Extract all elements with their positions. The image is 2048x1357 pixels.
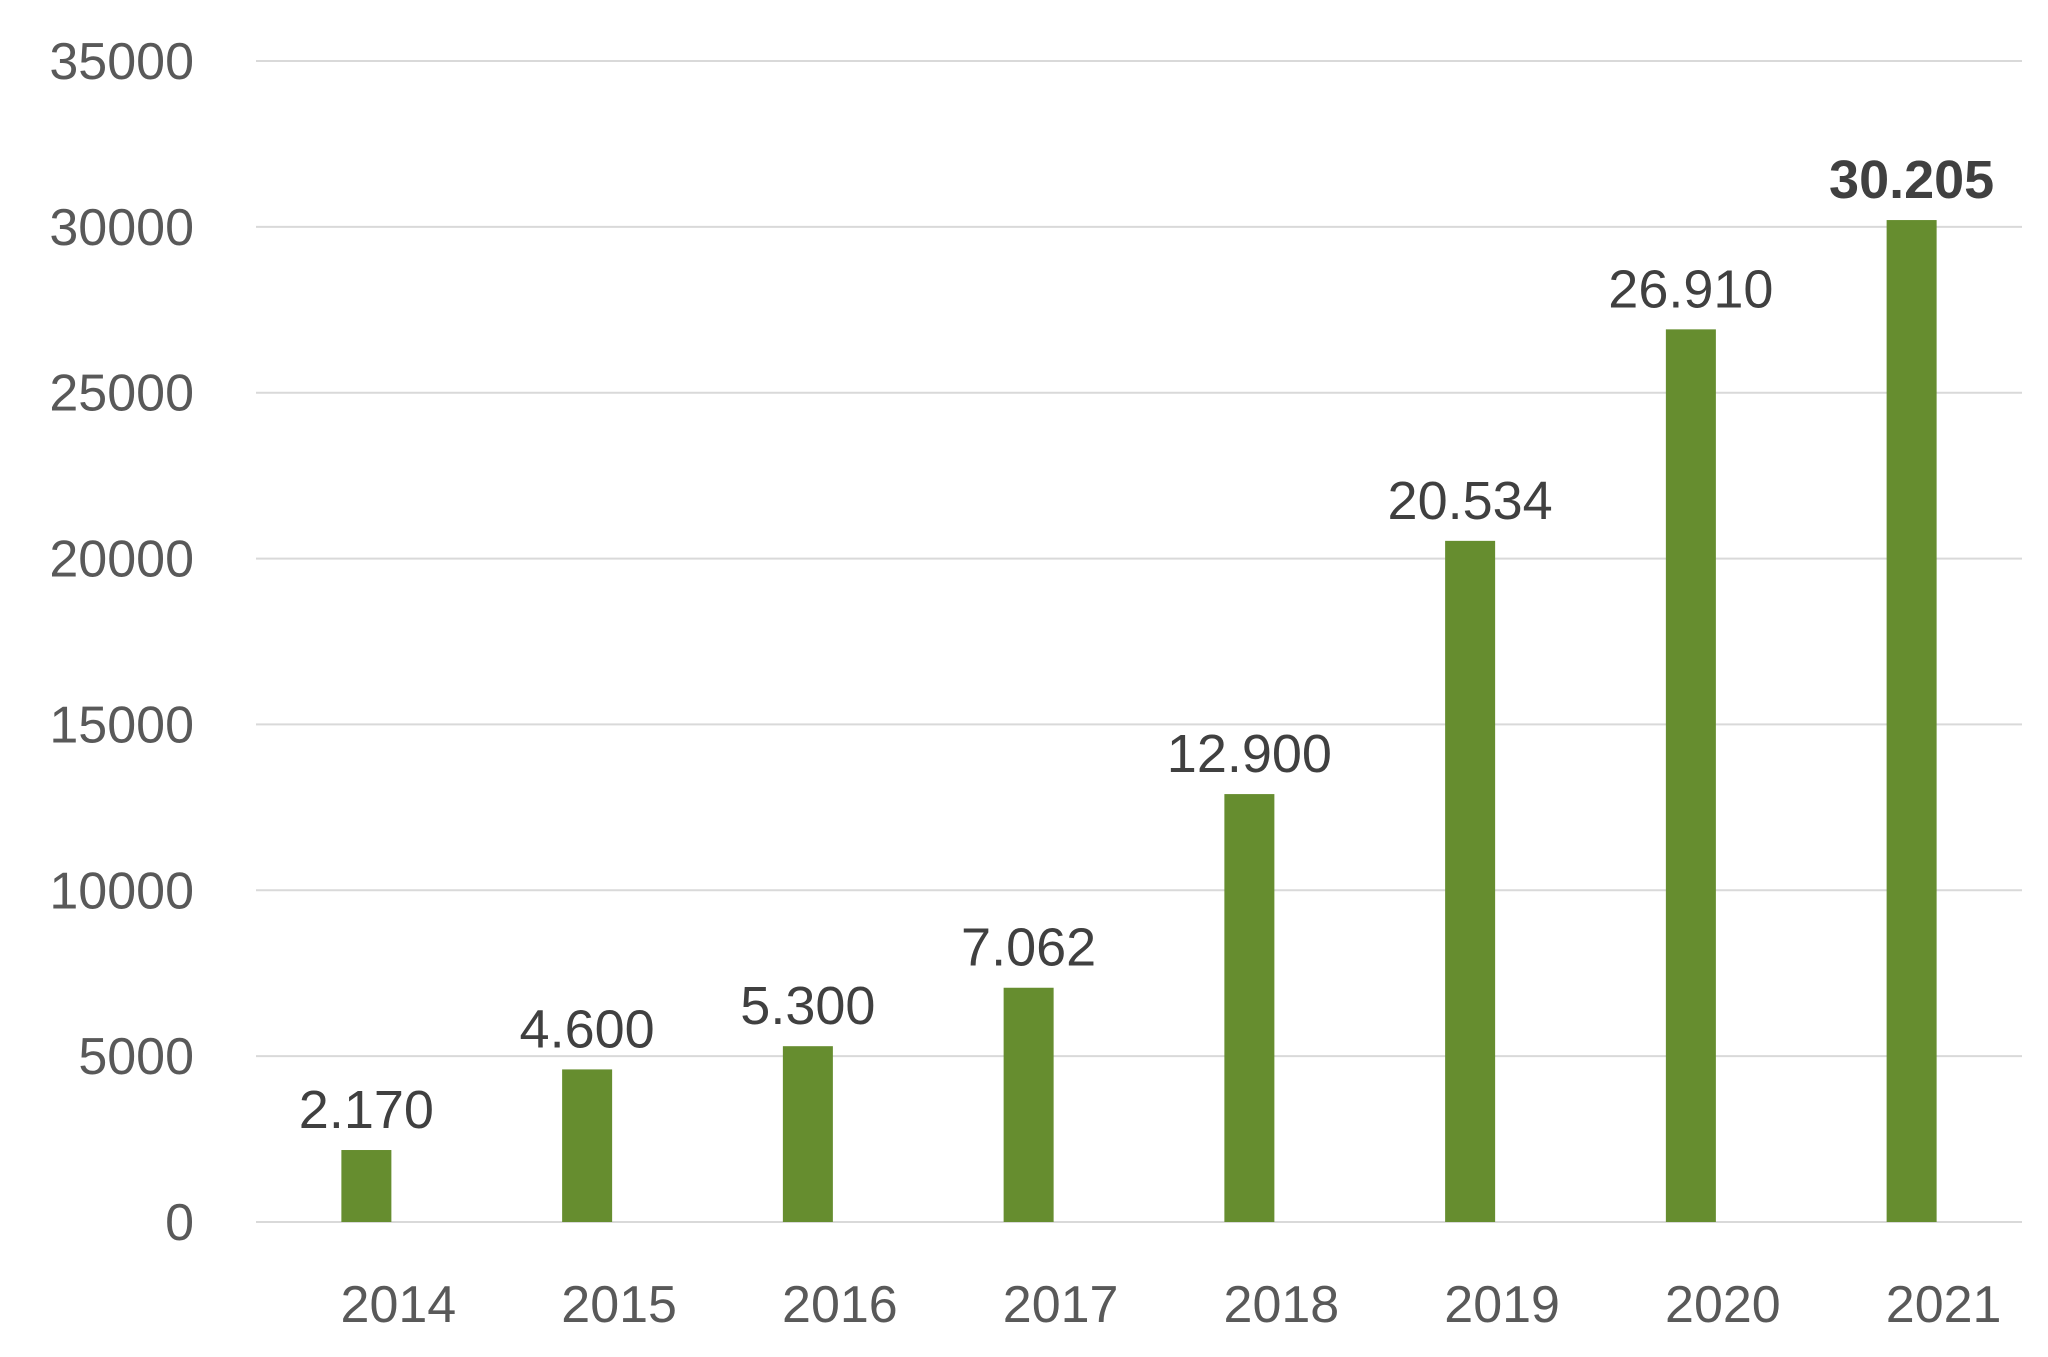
x-tick-label: 2019: [1444, 1276, 1560, 1334]
gridlines: [256, 60, 2022, 1223]
data-label: 4.600: [520, 999, 655, 1059]
bar: [562, 1069, 613, 1222]
data-label: 30.205: [1829, 150, 1994, 210]
bar: [1665, 329, 1716, 1223]
y-tick-label: 15000: [49, 696, 194, 754]
bar: [1445, 540, 1496, 1222]
bars: [341, 220, 1937, 1223]
x-tick-label: 2014: [341, 1276, 457, 1334]
data-label: 20.534: [1388, 471, 1553, 531]
y-tick-label: 5000: [78, 1028, 194, 1086]
y-axis-tick-labels: 0 5000 10000 15000 20000 25000 30000 35000: [49, 33, 194, 1252]
data-label: 26.910: [1608, 259, 1773, 319]
data-label: 12.900: [1167, 724, 1332, 784]
y-tick-label: 35000: [49, 33, 194, 91]
x-tick-label: 2020: [1665, 1276, 1781, 1334]
bar: [782, 1046, 833, 1222]
x-axis-tick-labels: 2014 2015 2016 2017 2018 2019 2020 2021: [341, 1276, 2002, 1334]
data-label: 7.062: [961, 918, 1096, 978]
y-tick-label: 0: [165, 1194, 194, 1252]
x-tick-label: 2018: [1224, 1276, 1340, 1334]
x-tick-label: 2015: [561, 1276, 677, 1334]
y-tick-label: 25000: [49, 365, 194, 423]
x-tick-label: 2016: [782, 1276, 898, 1334]
data-label: 5.300: [740, 976, 875, 1036]
x-tick-label: 2017: [1003, 1276, 1119, 1334]
data-labels: 2.170 4.600 5.300 7.062 12.900 20.534 26.910 30…: [299, 150, 1994, 1140]
y-tick-label: 20000: [49, 531, 194, 589]
bar: [1224, 794, 1275, 1222]
bar: [1886, 220, 1937, 1222]
data-label: 2.170: [299, 1080, 434, 1140]
y-tick-label: 10000: [49, 862, 194, 920]
bar: [1003, 987, 1054, 1222]
x-tick-label: 2021: [1886, 1276, 2002, 1334]
bar: [341, 1150, 392, 1222]
y-tick-label: 30000: [49, 199, 194, 257]
